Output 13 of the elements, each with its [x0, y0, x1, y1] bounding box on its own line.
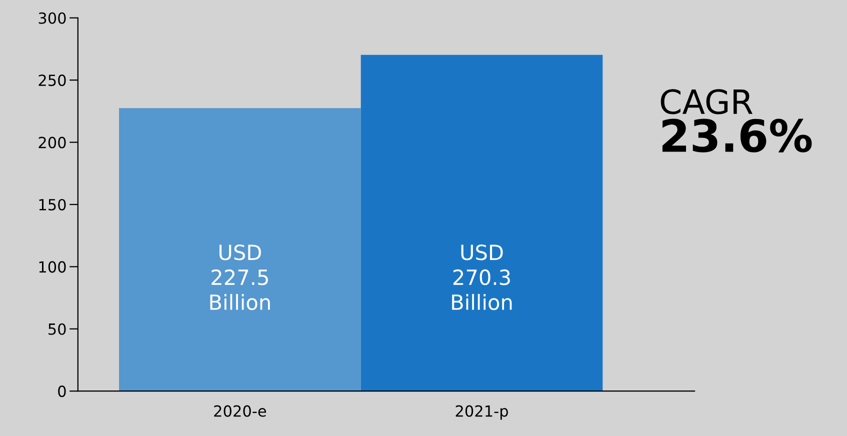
data-label: USD 227.5 Billion [210, 244, 270, 310]
y-tick-label: 150 [39, 198, 66, 211]
annotation: CAGR [660, 89, 752, 114]
y-tick-label: 0 [58, 386, 66, 398]
y-tick-label: 200 [38, 136, 66, 148]
y-tick-label: 100 [39, 261, 66, 273]
x-tick-label: 2021-p [456, 405, 508, 420]
x-tick-label: 2020-e [214, 405, 266, 417]
y-tick-label: 50 [48, 323, 66, 335]
data-label: USD 270.3 Billion [452, 244, 512, 310]
y-tick-label: 250 [38, 74, 66, 86]
annotation: 23.6% [662, 118, 812, 152]
y-tick-label: 300 [38, 12, 66, 24]
